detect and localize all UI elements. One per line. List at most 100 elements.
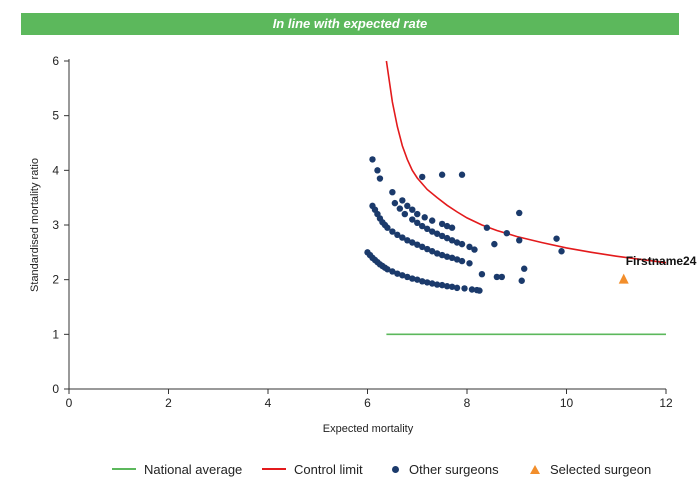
other-surgeon-point bbox=[498, 273, 506, 281]
other-surgeon-point bbox=[478, 271, 486, 278]
other-surgeon-point bbox=[466, 260, 473, 267]
legend-swatch-line bbox=[112, 468, 136, 470]
other-surgeon-point bbox=[394, 270, 401, 277]
other-surgeon-point bbox=[458, 171, 466, 178]
other-surgeon-point bbox=[409, 206, 416, 213]
other-surgeon-point bbox=[391, 199, 399, 207]
other-surgeon-point bbox=[458, 240, 466, 248]
other-surgeon-point bbox=[419, 173, 426, 181]
other-surgeon-point bbox=[384, 224, 391, 231]
control-limit-line bbox=[385, 60, 667, 264]
other-surgeon-point bbox=[419, 243, 426, 251]
other-surgeon-point bbox=[443, 283, 451, 290]
other-surgeon-point bbox=[518, 277, 525, 284]
other-surgeon-point bbox=[558, 248, 565, 255]
other-surgeon-point bbox=[433, 230, 441, 237]
other-surgeon-point bbox=[389, 228, 396, 235]
other-surgeon-point bbox=[443, 253, 451, 260]
other-surgeon-point bbox=[428, 217, 436, 224]
other-surgeon-point bbox=[414, 219, 421, 227]
other-surgeon-point bbox=[553, 235, 560, 242]
x-tick-label: 12 bbox=[659, 396, 673, 410]
legend-label: Selected surgeon bbox=[550, 461, 652, 477]
other-surgeon-point bbox=[476, 287, 483, 294]
other-surgeon-point bbox=[438, 251, 446, 259]
other-surgeon-point bbox=[384, 266, 391, 273]
other-surgeon-point bbox=[414, 276, 421, 283]
x-tick-label: 4 bbox=[265, 396, 272, 410]
other-surgeon-point bbox=[448, 237, 456, 244]
other-surgeon-point bbox=[428, 280, 436, 287]
other-surgeon-point bbox=[419, 278, 426, 285]
other-surgeon-point bbox=[419, 222, 426, 230]
other-surgeon-point bbox=[448, 254, 456, 261]
other-surgeon-point bbox=[399, 272, 406, 279]
other-surgeon-point bbox=[399, 197, 406, 204]
other-surgeon-point bbox=[453, 256, 461, 263]
legend-swatch-line bbox=[262, 468, 286, 470]
other-surgeon-point bbox=[458, 257, 466, 265]
x-tick-label: 2 bbox=[165, 396, 172, 410]
other-surgeon-point bbox=[468, 286, 476, 293]
x-axis-label: Expected mortality bbox=[323, 423, 414, 435]
plot-area bbox=[364, 60, 667, 336]
legend-label: National average bbox=[144, 461, 243, 477]
annotation-label: Firstname24 bbox=[626, 254, 697, 268]
other-surgeon-point bbox=[438, 232, 446, 240]
legend-swatch-triangle bbox=[530, 464, 540, 474]
other-surgeon-point bbox=[443, 234, 451, 242]
other-surgeon-point bbox=[396, 205, 404, 212]
other-surgeon-point bbox=[414, 210, 421, 218]
other-surgeon-point bbox=[424, 279, 431, 286]
y-tick-label: 2 bbox=[52, 273, 59, 287]
other-surgeon-point bbox=[448, 224, 456, 231]
other-surgeon-point bbox=[453, 284, 461, 292]
other-surgeon-point bbox=[404, 237, 411, 244]
other-surgeon-point bbox=[438, 220, 446, 228]
legend-item-national-average[interactable]: National average bbox=[112, 458, 242, 480]
other-surgeon-point bbox=[389, 189, 396, 196]
y-tick-label: 6 bbox=[52, 54, 59, 68]
other-surgeon-point bbox=[414, 241, 421, 248]
legend-item-other-surgeons[interactable]: Other surgeons bbox=[388, 458, 499, 480]
other-surgeon-point bbox=[516, 209, 523, 217]
y-tick-label: 1 bbox=[52, 327, 59, 341]
other-surgeon-point bbox=[438, 171, 446, 178]
legend-swatch-dot bbox=[392, 465, 399, 473]
other-surgeon-point bbox=[443, 222, 451, 230]
other-surgeon-point bbox=[376, 175, 384, 182]
legend-item-selected-surgeon[interactable]: Selected surgeon bbox=[526, 458, 651, 480]
legend-label: Control limit bbox=[294, 461, 363, 477]
other-surgeon-point bbox=[433, 281, 441, 288]
legend: National average Control limit Other sur… bbox=[0, 458, 700, 480]
x-tick-label: 6 bbox=[364, 396, 371, 410]
other-surgeon-point bbox=[369, 156, 376, 163]
other-surgeon-point bbox=[433, 250, 441, 257]
y-tick-label: 5 bbox=[52, 109, 59, 123]
other-surgeon-point bbox=[428, 248, 436, 255]
x-tick-label: 0 bbox=[66, 396, 73, 410]
selected-surgeon-point bbox=[618, 273, 629, 284]
other-surgeon-point bbox=[409, 216, 416, 223]
other-surgeon-point bbox=[483, 224, 491, 231]
other-surgeon-point bbox=[466, 243, 473, 251]
other-surgeon-point bbox=[448, 283, 456, 290]
other-surgeon-point bbox=[394, 231, 401, 239]
other-surgeon-point bbox=[461, 285, 468, 292]
other-surgeon-point bbox=[516, 237, 523, 244]
other-surgeon-point bbox=[503, 230, 510, 237]
legend-item-control-limit[interactable]: Control limit bbox=[262, 458, 363, 480]
other-surgeon-point bbox=[404, 202, 411, 210]
other-surgeon-point bbox=[401, 210, 409, 218]
other-surgeon-point bbox=[521, 265, 528, 272]
other-surgeon-point bbox=[399, 234, 406, 241]
other-surgeon-point bbox=[438, 281, 446, 289]
other-surgeon-point bbox=[421, 214, 428, 221]
chart-banner: In line with expected rate bbox=[21, 13, 679, 35]
other-surgeon-point bbox=[428, 228, 436, 235]
other-surgeon-point bbox=[471, 246, 478, 253]
other-surgeon-point bbox=[374, 167, 381, 174]
x-tick-label: 10 bbox=[560, 396, 574, 410]
